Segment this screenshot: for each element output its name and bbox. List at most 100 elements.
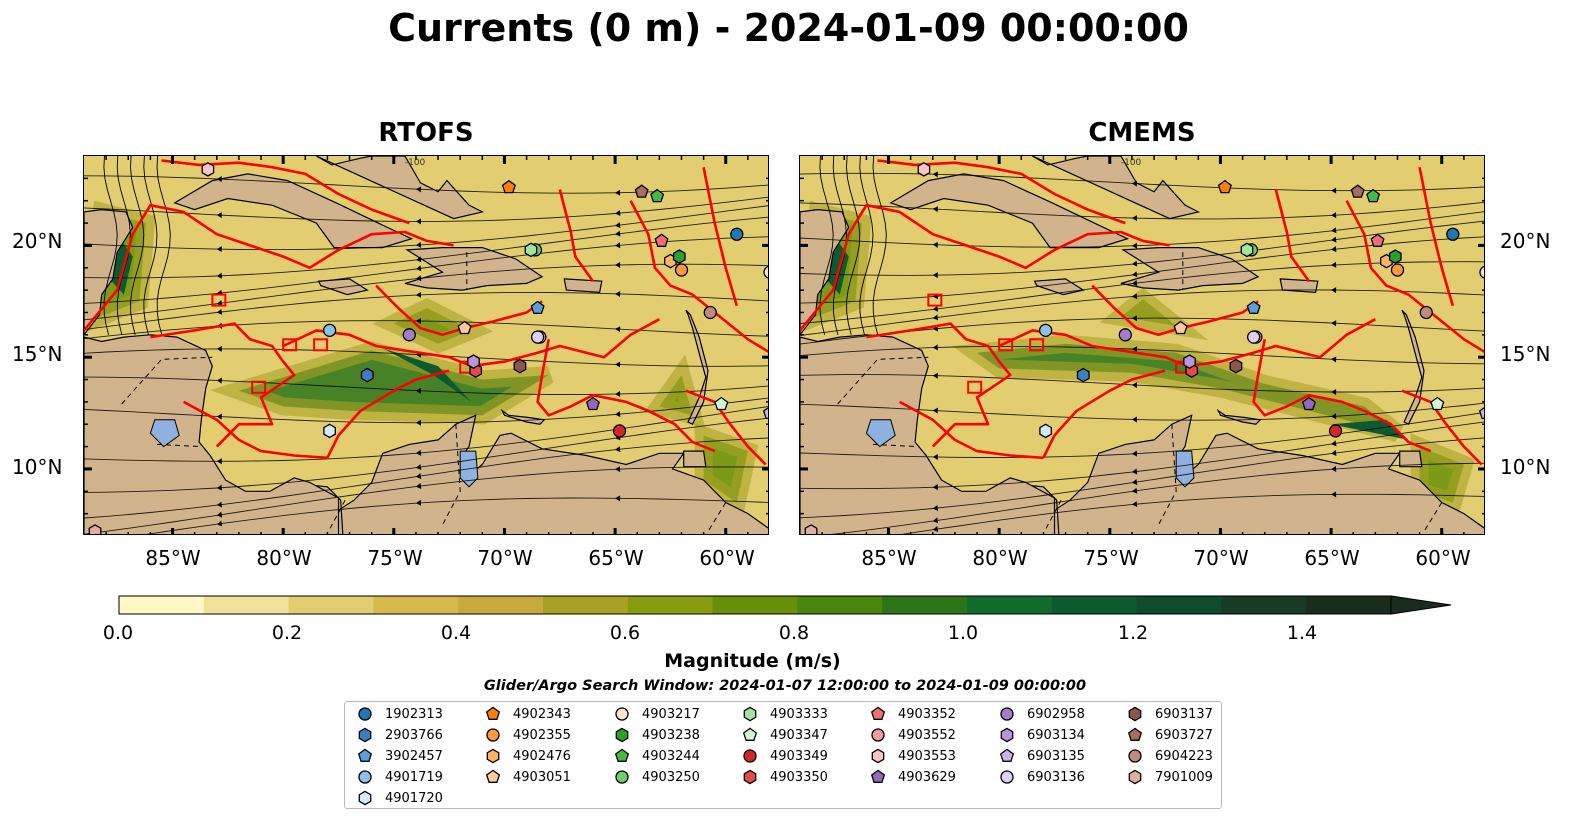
rtofs-streamline-arrow	[216, 246, 222, 253]
cmems-streamline	[800, 261, 1484, 324]
colorbar-tick-7: 1.4	[1286, 622, 1318, 644]
legend-label: 4901719	[385, 769, 443, 785]
legend-marker	[1128, 769, 1142, 785]
legend-marker	[615, 770, 629, 784]
rtofs-streamline-arrow	[615, 230, 621, 237]
legend-label: 4903333	[770, 706, 828, 722]
legend-item-4903051: 4903051	[483, 767, 571, 787]
rtofs-current-halo	[210, 341, 554, 425]
rtofs-eez-box	[251, 380, 267, 394]
cmems-eez-boundary	[1418, 166, 1455, 307]
rtofs-streamline-arrow	[415, 275, 422, 282]
cmems-streamline-arrow	[932, 517, 939, 524]
legend-label: 4903250	[642, 769, 700, 785]
cmems-float-4903349	[1328, 424, 1343, 438]
cmems-float-4901720	[1039, 423, 1052, 439]
cmems-streamline	[846, 156, 861, 335]
cmems-streamline	[800, 437, 1484, 519]
rtofs-streamline-arrow	[216, 484, 222, 491]
cmems-streamline-arrow	[932, 241, 938, 248]
legend-item-4903349: 4903349	[740, 746, 828, 766]
rtofs-streamline	[84, 291, 768, 331]
cmems-float-4902343	[1217, 179, 1232, 194]
cmems-float-6902958	[1118, 328, 1132, 342]
cmems-streamline-arrow	[1331, 246, 1337, 253]
legend-item-4903238: 4903238	[612, 725, 700, 745]
colorbar-segment	[712, 596, 798, 614]
pentagon-marker-icon	[357, 748, 373, 762]
cmems-eez-boundary	[1252, 339, 1432, 453]
legend-label: 6903727	[1155, 727, 1213, 743]
cmems-float-1902313	[1446, 227, 1460, 241]
hexagon-marker-icon	[486, 748, 500, 764]
panel-title-cmems: CMEMS	[1088, 118, 1196, 148]
lon-label-right-85w: 85°W	[861, 546, 917, 570]
rtofs-streamline-arrow	[615, 361, 621, 368]
legend-label: 6904223	[1155, 748, 1213, 764]
rtofs-streamline-arrow	[615, 189, 621, 196]
rtofs-float-6904223	[703, 305, 717, 320]
rtofs-streamline-arrow	[415, 483, 422, 489]
rtofs-land-bahamas	[316, 156, 485, 220]
colorbar-segment	[373, 596, 459, 614]
rtofs-land-aruba	[500, 409, 546, 425]
colorbar-tick-6: 1.2	[1117, 622, 1149, 644]
legend-item-4903244: 4903244	[612, 746, 700, 766]
cmems-streamline	[800, 289, 1484, 336]
cmems-streamline	[872, 156, 887, 335]
legend-item-6903134: 6903134	[997, 725, 1085, 745]
lon-label-left-75w: 75°W	[367, 546, 423, 570]
cmems-streamline-arrow	[1131, 450, 1138, 457]
colorbar-tick-4: 0.8	[778, 622, 810, 644]
cmems-float-6903134	[1183, 354, 1196, 369]
cmems-streamline-arrow	[1131, 315, 1137, 322]
rtofs-float-4901720	[323, 423, 336, 439]
cmems-float-6903137	[1229, 358, 1243, 374]
cmems-streamline	[901, 493, 1484, 534]
rtofs-streamline-arrow	[615, 242, 621, 249]
cmems-float-4903352	[1370, 233, 1385, 247]
cmems-streamline	[800, 345, 1484, 365]
rtofs-svg: -100	[84, 156, 768, 534]
rtofs-strong-current	[99, 234, 133, 295]
cmems-land-puertorico	[1279, 278, 1319, 294]
rtofs-streamline-arrow	[415, 499, 422, 506]
cmems-float-4903347	[1430, 396, 1445, 411]
rtofs-eez-box	[282, 338, 298, 352]
cmems-streamline-arrow	[932, 526, 939, 532]
cmems-land-aruba	[1216, 409, 1262, 425]
colorbar-segment	[119, 596, 205, 614]
cmems-streamline	[800, 201, 1484, 220]
legend-item-6902958: 6902958	[997, 704, 1085, 724]
cmems-streamline-arrow	[1131, 416, 1137, 423]
cmems-land-antilles	[1401, 309, 1425, 426]
rtofs-streamline-arrow	[216, 377, 222, 384]
rtofs-eez-boundary	[685, 389, 767, 466]
rtofs-eez-boundary	[558, 189, 595, 282]
legend-item-4902343: 4902343	[483, 704, 571, 724]
rtofs-streamline	[84, 397, 768, 424]
rtofs-land-puertorico	[563, 278, 603, 294]
legend-marker	[1128, 749, 1142, 763]
rtofs-eez-boundary	[150, 322, 296, 448]
rtofs-float-1902313	[730, 227, 744, 241]
legend-marker	[486, 728, 500, 742]
legend-label: 4902343	[513, 706, 571, 722]
cmems-streamline-arrow	[932, 305, 939, 312]
rtofs-land-yucatan	[84, 208, 134, 336]
rtofs-eez-boundary	[629, 200, 768, 354]
rtofs-float-6903727	[634, 184, 649, 198]
legend-marker	[614, 748, 630, 762]
cmems-float-6904223	[1419, 305, 1433, 320]
cmems-streamline-arrow	[1331, 449, 1337, 456]
cmems-streamline-arrow	[1131, 501, 1138, 508]
cmems-eez-boundary	[1401, 389, 1483, 466]
rtofs-lake	[149, 419, 180, 448]
legend-item-6903136: 6903136	[997, 767, 1085, 787]
rtofs-streamline-arrow	[415, 265, 422, 272]
rtofs-streamline	[84, 466, 768, 534]
legend-label: 4903629	[898, 769, 956, 785]
pentagon-marker-icon	[742, 727, 758, 741]
rtofs-streamline	[84, 376, 768, 395]
rtofs-float-4903352	[654, 233, 669, 247]
